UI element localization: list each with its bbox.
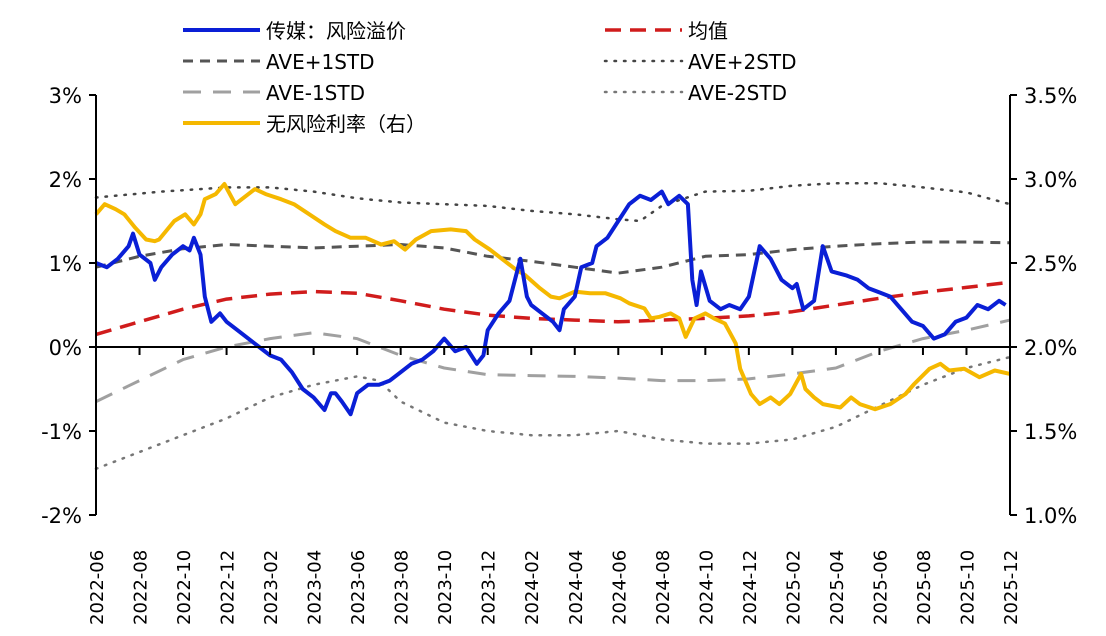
x-tick-label: 2023-12 <box>479 550 500 625</box>
legend-label-4: AVE-1STD <box>266 81 365 105</box>
x-tick-label: 2025-06 <box>870 550 891 625</box>
x-tick-label: 2023-02 <box>261 550 282 625</box>
legend-label-6: 无风险利率（右） <box>266 112 426 136</box>
series-line-3 <box>94 181 1012 223</box>
x-tick-label: 2023-10 <box>435 550 456 625</box>
legend-label-3: AVE+2STD <box>688 50 797 74</box>
series-line-0 <box>95 189 1007 417</box>
x-tick-label: 2024-06 <box>609 550 630 625</box>
x-tick-label: 2022-06 <box>87 550 108 625</box>
x-tick-label: 2024-04 <box>566 550 587 625</box>
series-line-2 <box>95 240 1011 275</box>
left-tick-label: 0% <box>49 336 82 360</box>
right-tick-label: 1.0% <box>1024 504 1077 528</box>
legend: 传媒：风险溢价 均值 AVE+1STD AVE+2STD AVE-1STD AVE-2ST… <box>183 19 797 136</box>
legend-label-0: 传媒：风险溢价 <box>266 19 406 43</box>
x-tick-label: 2025-04 <box>827 550 848 625</box>
right-tick-label: 2.0% <box>1024 336 1077 360</box>
legend-label-2: AVE+1STD <box>266 50 375 74</box>
x-tick-label: 2024-08 <box>653 550 674 625</box>
x-tick-label: 2024-10 <box>696 550 717 625</box>
x-tick-label: 2022-10 <box>174 550 195 625</box>
left-tick-label: -1% <box>41 420 82 444</box>
x-tick-label: 2023-08 <box>392 550 413 625</box>
left-tick-label: -2% <box>41 504 82 528</box>
x-tick-label: 2022-12 <box>218 550 239 625</box>
left-tick-label: 3% <box>49 84 82 108</box>
series-line-4 <box>95 318 1011 403</box>
series-line-5 <box>94 355 1012 471</box>
right-tick-label: 2.5% <box>1024 252 1077 276</box>
legend-label-5: AVE-2STD <box>688 81 787 105</box>
x-tick-label: 2023-06 <box>348 550 369 625</box>
series-lines <box>94 181 1012 471</box>
x-tick-label: 2023-04 <box>305 550 326 625</box>
x-tick-label: 2024-02 <box>522 550 543 625</box>
axes: 3%2%1%0%-1%-2%3.5%3.0%2.5%2.0%1.5%1.0%20… <box>41 84 1077 625</box>
x-tick-label: 2025-02 <box>783 550 804 625</box>
left-tick-label: 2% <box>49 168 82 192</box>
left-tick-label: 1% <box>49 252 82 276</box>
x-tick-label: 2025-10 <box>957 550 978 625</box>
right-tick-label: 3.0% <box>1024 168 1077 192</box>
series-line-6 <box>94 182 1011 412</box>
right-tick-label: 3.5% <box>1024 84 1077 108</box>
x-tick-label: 2025-12 <box>1001 550 1022 625</box>
x-tick-label: 2024-12 <box>740 550 761 625</box>
series-line-1 <box>95 280 1011 337</box>
x-tick-label: 2022-08 <box>131 550 152 625</box>
x-tick-label: 2025-08 <box>914 550 935 625</box>
right-tick-label: 1.5% <box>1024 420 1077 444</box>
legend-label-1: 均值 <box>688 19 728 43</box>
